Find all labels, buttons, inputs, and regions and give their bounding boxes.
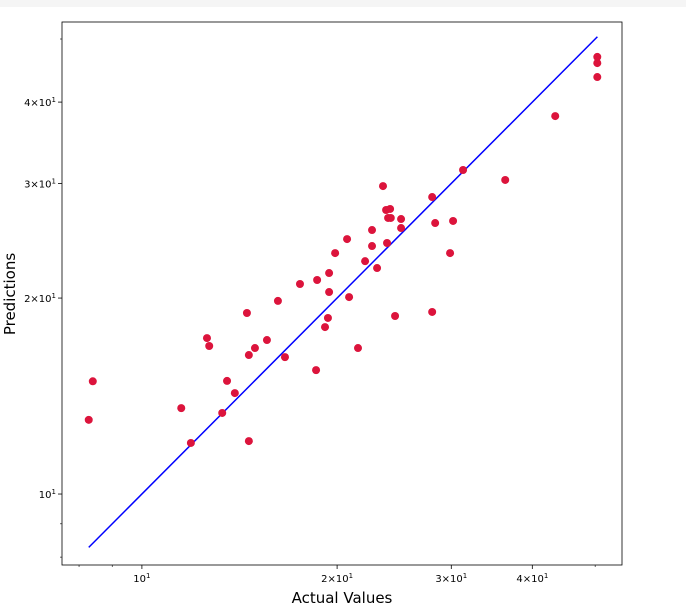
- data-point: [312, 366, 321, 375]
- x-tick-label: 2×101: [321, 572, 353, 585]
- top-strip: [0, 0, 686, 7]
- data-point: [397, 215, 406, 224]
- x-tick-label: 4×101: [516, 572, 548, 585]
- y-tick-label: 101: [39, 488, 56, 501]
- x-tick-label: 101: [133, 572, 150, 585]
- y-axis-label: Predictions: [1, 253, 19, 336]
- data-point: [345, 293, 354, 302]
- data-point: [391, 312, 400, 321]
- data-point: [383, 239, 392, 248]
- data-point: [88, 377, 97, 386]
- data-point: [186, 438, 195, 447]
- data-point: [343, 235, 352, 244]
- plot-area: 101 2×101 3×101 4×101 101 2×101 3×101 4×101: [24, 21, 623, 585]
- data-point: [386, 213, 395, 222]
- x-tick-label: 3×101: [435, 572, 467, 585]
- data-point: [262, 336, 271, 345]
- data-point: [459, 165, 468, 174]
- data-point: [313, 275, 322, 284]
- data-point: [202, 334, 211, 343]
- data-point: [353, 344, 362, 353]
- data-point: [593, 59, 602, 68]
- data-point: [361, 257, 370, 266]
- data-point: [446, 249, 455, 258]
- data-point: [280, 353, 289, 362]
- data-point: [431, 219, 440, 228]
- data-point: [449, 216, 458, 225]
- y-tick-label: 3×101: [24, 177, 56, 190]
- data-point: [397, 224, 406, 233]
- data-point: [379, 182, 388, 191]
- data-point: [321, 323, 330, 332]
- reference-line: [88, 36, 598, 548]
- data-point: [325, 269, 334, 278]
- data-point: [368, 242, 377, 251]
- data-point: [593, 73, 602, 82]
- data-point: [551, 112, 560, 121]
- data-point: [323, 313, 332, 322]
- data-point: [242, 309, 251, 318]
- data-point: [218, 408, 227, 417]
- data-point: [428, 307, 437, 316]
- x-axis-label: Actual Values: [292, 589, 393, 607]
- data-point: [250, 344, 259, 353]
- data-point: [205, 342, 214, 351]
- y-tick-label: 4×101: [24, 96, 56, 109]
- data-point: [428, 193, 437, 202]
- data-point: [386, 204, 395, 213]
- data-point: [331, 249, 340, 258]
- data-point: [273, 296, 282, 305]
- data-point: [244, 351, 253, 360]
- y-tick-label: 2×101: [24, 292, 56, 305]
- data-point: [501, 175, 510, 184]
- data-point: [223, 376, 232, 385]
- data-point: [593, 52, 602, 61]
- data-point: [373, 264, 382, 273]
- plot-frame: [61, 21, 623, 566]
- data-point: [230, 389, 239, 398]
- data-point: [177, 404, 186, 413]
- data-point: [295, 279, 304, 288]
- data-point: [84, 415, 93, 424]
- data-point: [368, 226, 377, 235]
- data-point: [244, 437, 253, 446]
- data-point: [325, 288, 334, 297]
